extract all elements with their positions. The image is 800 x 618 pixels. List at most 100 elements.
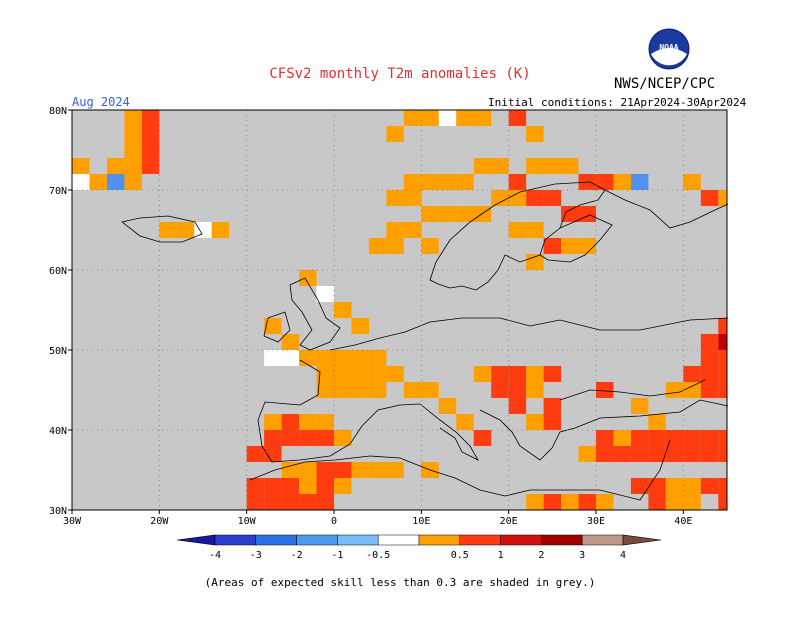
anomaly-cells [72, 110, 727, 510]
anomaly-cell [264, 414, 282, 430]
lon-tick-label: 30W [63, 516, 82, 527]
anomaly-cell [473, 366, 492, 382]
anomaly-cell [334, 478, 352, 494]
anomaly-cell [718, 190, 727, 206]
anomaly-cell [124, 174, 142, 190]
noaa-logo: NOAA [648, 28, 690, 74]
colorbar-label: 1 [498, 550, 504, 561]
anomaly-cell [648, 494, 666, 510]
anomaly-cell [683, 494, 701, 510]
anomaly-cell [264, 494, 282, 510]
anomaly-cell [718, 430, 727, 446]
anomaly-cell [124, 126, 142, 142]
anomaly-cell [456, 414, 474, 430]
anomaly-cell [438, 174, 457, 190]
colorbar-label: -0.5 [366, 550, 390, 561]
anomaly-cell [630, 478, 649, 494]
anomaly-cell [264, 430, 282, 446]
anomaly-cell [700, 190, 719, 206]
finland-coast [539, 214, 613, 263]
anomaly-cell [491, 382, 509, 398]
anomaly-cell [561, 494, 579, 510]
anomaly-cell [700, 350, 719, 366]
anomaly-cell [334, 382, 352, 398]
anomaly-cell [141, 142, 160, 158]
lat-tick-label: 80N [49, 106, 67, 117]
logo-text: NOAA [659, 43, 678, 52]
anomaly-cell [316, 414, 334, 430]
anomaly-cell [491, 190, 509, 206]
anomaly-cell [596, 446, 614, 462]
lat-tick-label: 40N [49, 426, 67, 437]
anomaly-cell [648, 478, 666, 494]
anomaly-cell [316, 382, 334, 398]
anomaly-cell [508, 398, 527, 414]
anomaly-cell [665, 494, 684, 510]
britain-coast [289, 277, 341, 351]
lat-tick-label: 70N [49, 186, 67, 197]
colorbar-label: 2 [538, 550, 544, 561]
anomaly-cell [683, 174, 701, 190]
lon-tick-label: 20W [150, 516, 169, 527]
north-coast [329, 317, 729, 351]
anomaly-cell [683, 430, 701, 446]
anomaly-cell [508, 366, 527, 382]
anomaly-cell [718, 478, 727, 494]
anomaly-cell [665, 382, 684, 398]
anomaly-cell [561, 238, 579, 254]
colorbar-label: 0.5 [451, 550, 469, 561]
anomaly-cell [561, 158, 579, 174]
italy-coast [419, 403, 480, 461]
anomaly-cell [473, 110, 492, 126]
anomaly-cell [334, 366, 352, 382]
colorbar-swatch [541, 534, 583, 546]
anomaly-cell [700, 382, 719, 398]
anomaly-cell [386, 462, 404, 478]
anomaly-cell [508, 110, 527, 126]
anomaly-cell [648, 414, 666, 430]
anomaly-cell [246, 446, 265, 462]
anomaly-cell [368, 350, 387, 366]
anomaly-cell [334, 350, 352, 366]
anomaly-cell [246, 494, 265, 510]
forecast-month: Aug 2024 [72, 95, 130, 109]
anomaly-cell [316, 350, 334, 366]
lon-tick-label: 0 [331, 516, 337, 527]
anomaly-cell [334, 430, 352, 446]
anomaly-cell [72, 158, 90, 174]
colorbar-swatch [377, 534, 420, 546]
anomaly-cell [403, 110, 422, 126]
anomaly-cell [316, 366, 334, 382]
ireland-coast [263, 311, 291, 343]
lon-tick-label: 10E [412, 516, 430, 527]
anomaly-cell [543, 414, 562, 430]
anomaly-cell [613, 446, 631, 462]
anomaly-cell [194, 222, 212, 238]
anomaly-cell [526, 494, 544, 510]
anomaly-cell [386, 222, 404, 238]
agency-label: NWS/NCEP/CPC [614, 76, 716, 92]
lat-tick-label: 60N [49, 266, 67, 277]
anomaly-cell [683, 478, 701, 494]
anomaly-cell [421, 206, 439, 222]
anomaly-cell [700, 430, 719, 446]
anomaly-cell [526, 158, 544, 174]
anomaly-cell [351, 366, 369, 382]
anomaly-cell [508, 222, 527, 238]
colorbar: -4 -3 -2 -1 -0.5 0.5 1 2 3 4 [176, 534, 662, 561]
anomaly-cell [281, 478, 300, 494]
anomaly-cell [473, 430, 492, 446]
colorbar-label: -1 [331, 550, 343, 561]
anomaly-cell [368, 462, 387, 478]
anomaly-cell [299, 350, 317, 366]
colorbar-swatch [214, 534, 257, 546]
anomaly-cell [299, 462, 317, 478]
anomaly-cell [141, 126, 160, 142]
anomaly-cell [718, 366, 727, 382]
anomaly-cell [438, 110, 457, 126]
north-africa-coast [249, 439, 671, 501]
anomaly-cell [665, 446, 684, 462]
anomaly-cell [718, 318, 727, 334]
anomaly-cell [648, 446, 666, 462]
anomaly-cell [596, 174, 614, 190]
